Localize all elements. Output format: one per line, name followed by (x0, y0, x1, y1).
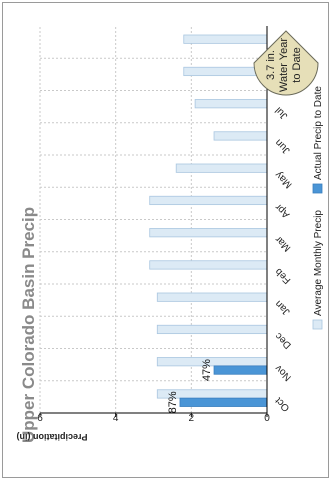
callout-text: to Date (291, 47, 303, 82)
x-tick-label: Jan (273, 298, 292, 317)
chart: Upper Colorado Basin Precip Precipitatio… (16, 26, 324, 443)
bar-average-may (175, 163, 268, 173)
y-tick-label: 6 (37, 413, 43, 424)
x-tick-label: Apr (273, 201, 292, 220)
x-tick-label: Feb (273, 265, 293, 285)
y-tick-label: 2 (189, 413, 195, 424)
data-label-oct: 87% (167, 391, 179, 413)
x-tick-label: Jul (273, 105, 290, 122)
chart-frame: Upper Colorado Basin Precip Precipitatio… (2, 2, 329, 478)
y-tick-label: 4 (113, 413, 119, 424)
callout-text: 3.7 in. (265, 50, 277, 80)
bar-average-feb (149, 260, 268, 270)
chart-title: Upper Colorado Basin Precip (19, 207, 38, 443)
legend-label-actual: Actual Precip to Date (313, 86, 324, 180)
x-tick-label: Mar (273, 233, 293, 253)
legend-swatch-average (312, 319, 323, 330)
bar-average-mar (149, 228, 268, 238)
bar-average-dec (156, 324, 268, 335)
bar-average-jan (156, 292, 268, 302)
x-tick-label: Nov (273, 363, 293, 383)
x-tick-label: Dec (273, 330, 293, 350)
data-label-nov: 47% (201, 359, 213, 381)
bar-average-jul (194, 99, 268, 109)
legend-swatch-actual (312, 183, 323, 194)
legend-label-average: Average Monthly Precip (313, 210, 324, 316)
bar-average-jun (213, 131, 268, 141)
x-tick-label: Jun (273, 137, 292, 156)
y-axis-label: Precipitation (in) (16, 432, 87, 442)
bar-average-sep (183, 34, 268, 44)
bar-average-apr (149, 195, 268, 206)
x-tick-label: Oct (273, 395, 292, 414)
x-tick-label: May (273, 169, 294, 190)
water-year-callout (253, 30, 319, 96)
y-tick-label: 0 (264, 413, 270, 424)
bar-actual-oct (179, 397, 268, 407)
callout-text: Water Year (278, 38, 290, 92)
bar-actual-nov (213, 365, 268, 375)
